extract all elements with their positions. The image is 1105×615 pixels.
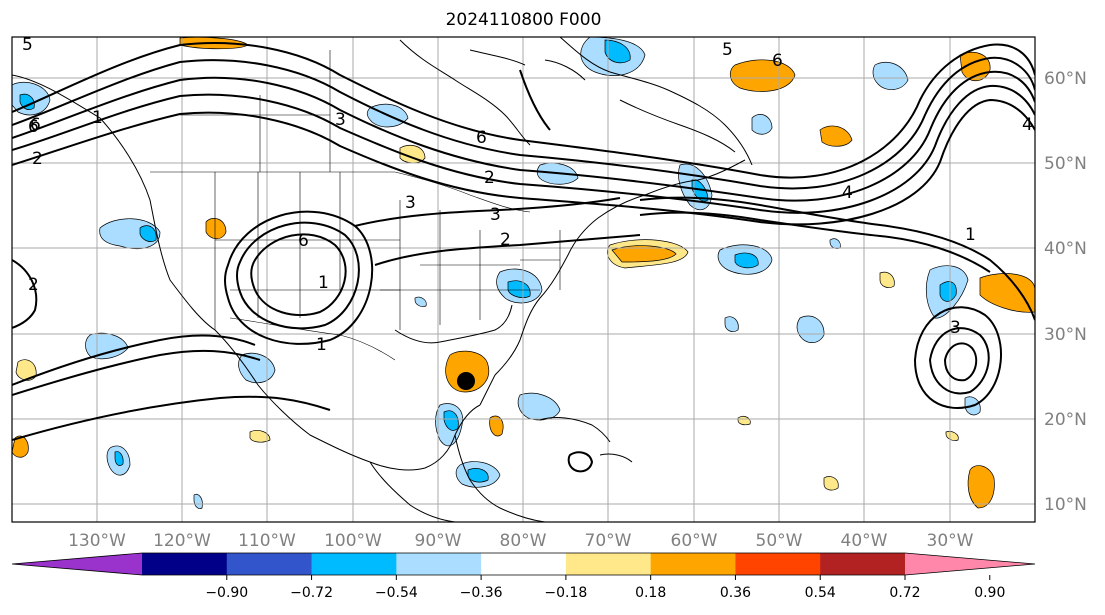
lon-label-110w: 110°W xyxy=(238,531,296,551)
colorbar-tick-label: 0.90 xyxy=(974,585,1005,601)
lat-label-30n: 30°N xyxy=(1044,325,1087,345)
contour-label: 3 xyxy=(490,205,501,225)
lon-label-70w: 70°W xyxy=(585,531,632,551)
colorbar-tick-label: −0.36 xyxy=(460,585,503,601)
colorbar-bin xyxy=(311,553,397,575)
colorbar-tick-label: 0.54 xyxy=(805,585,836,601)
colorbar-outline xyxy=(11,552,1036,576)
lat-label-20n: 20°N xyxy=(1044,410,1087,430)
map-title: 2024110800 F000 xyxy=(445,10,602,30)
storm-center-marker xyxy=(457,372,475,390)
colorbar-bin xyxy=(820,553,906,575)
colorbar-extend-high xyxy=(905,553,1035,575)
colorbar-bin xyxy=(565,553,652,575)
contour-label: 2 xyxy=(500,230,511,250)
colorbar-tick-label: 0.36 xyxy=(720,585,751,601)
lat-label-60n: 60°N xyxy=(1044,69,1087,89)
contour-label: 2 xyxy=(484,168,495,188)
lon-label-40w: 40°W xyxy=(841,531,888,551)
colorbar-tick-label: −0.90 xyxy=(205,585,248,601)
colorbar-tick-label: −0.18 xyxy=(544,585,587,601)
contour-label: 1 xyxy=(316,335,327,355)
contour-label: 3 xyxy=(405,193,416,213)
colorbar-bin xyxy=(735,553,821,575)
contour-label: 6 xyxy=(772,51,783,71)
colorbar-tick-label: 0.18 xyxy=(635,585,666,601)
contour-lines xyxy=(12,42,1035,473)
coastlines xyxy=(12,37,753,522)
borders xyxy=(150,50,561,361)
colorbar xyxy=(11,552,1036,576)
lon-label-50w: 50°W xyxy=(756,531,803,551)
colorbar-bin xyxy=(481,553,567,575)
contour-label: 4 xyxy=(1022,115,1033,135)
lon-label-60w: 60°W xyxy=(671,531,718,551)
contour-label: 4 xyxy=(842,183,853,203)
lon-label-100w: 100°W xyxy=(324,531,382,551)
graticule xyxy=(12,37,1035,522)
map-frame xyxy=(11,36,1036,523)
contour-label: 5 xyxy=(722,40,733,60)
lat-label-10n: 10°N xyxy=(1044,495,1087,515)
contour-label: 1 xyxy=(965,225,976,245)
colorbar-extend-low xyxy=(12,553,142,575)
lon-label-30w: 30°W xyxy=(927,531,974,551)
colorbar-tick-label: −0.72 xyxy=(290,585,333,601)
contour-label: 2 xyxy=(28,275,39,295)
contour-label: 6 xyxy=(476,128,487,148)
colorbar-tick-label: 0.72 xyxy=(889,585,920,601)
lat-label-40n: 40°N xyxy=(1044,239,1087,259)
colorbar-tick-label: −0.54 xyxy=(375,585,418,601)
contour-label-group: 5 6 3 6 2 3 2 6 5 6 4 1 3 2 6 1 4 1 3 1 … xyxy=(22,35,1033,355)
longitude-axis: 130°W 120°W 110°W 100°W 90°W 80°W 70°W 6… xyxy=(68,531,974,551)
lon-label-130w: 130°W xyxy=(68,531,126,551)
contour-label: 5 xyxy=(22,35,33,55)
colorbar-ticks: −0.90 −0.72 −0.54 −0.36 −0.18 0.18 0.36 0.54 0.7… xyxy=(205,575,1005,601)
contour-label: 2 xyxy=(32,149,43,169)
lon-label-90w: 90°W xyxy=(415,531,462,551)
contour-label: 6 xyxy=(28,117,39,137)
lon-label-120w: 120°W xyxy=(153,531,211,551)
contour-label: 3 xyxy=(335,110,346,130)
lat-label-50n: 50°N xyxy=(1044,154,1087,174)
contour-label: 1 xyxy=(92,108,103,128)
colorbar-bin xyxy=(226,553,313,575)
contour-label: 1 xyxy=(318,273,329,293)
contour-label: 6 xyxy=(298,231,309,251)
contour-label: 6 xyxy=(30,115,41,135)
colorbar-bin xyxy=(396,553,482,575)
lon-label-80w: 80°W xyxy=(500,531,547,551)
colorbar-bin xyxy=(650,553,736,575)
latitude-axis: 60°N 50°N 40°N 30°N 20°N 10°N xyxy=(1044,69,1087,515)
map-area xyxy=(12,37,1035,522)
colorbar-bin xyxy=(142,553,228,575)
contour-label: 3 xyxy=(950,318,961,338)
